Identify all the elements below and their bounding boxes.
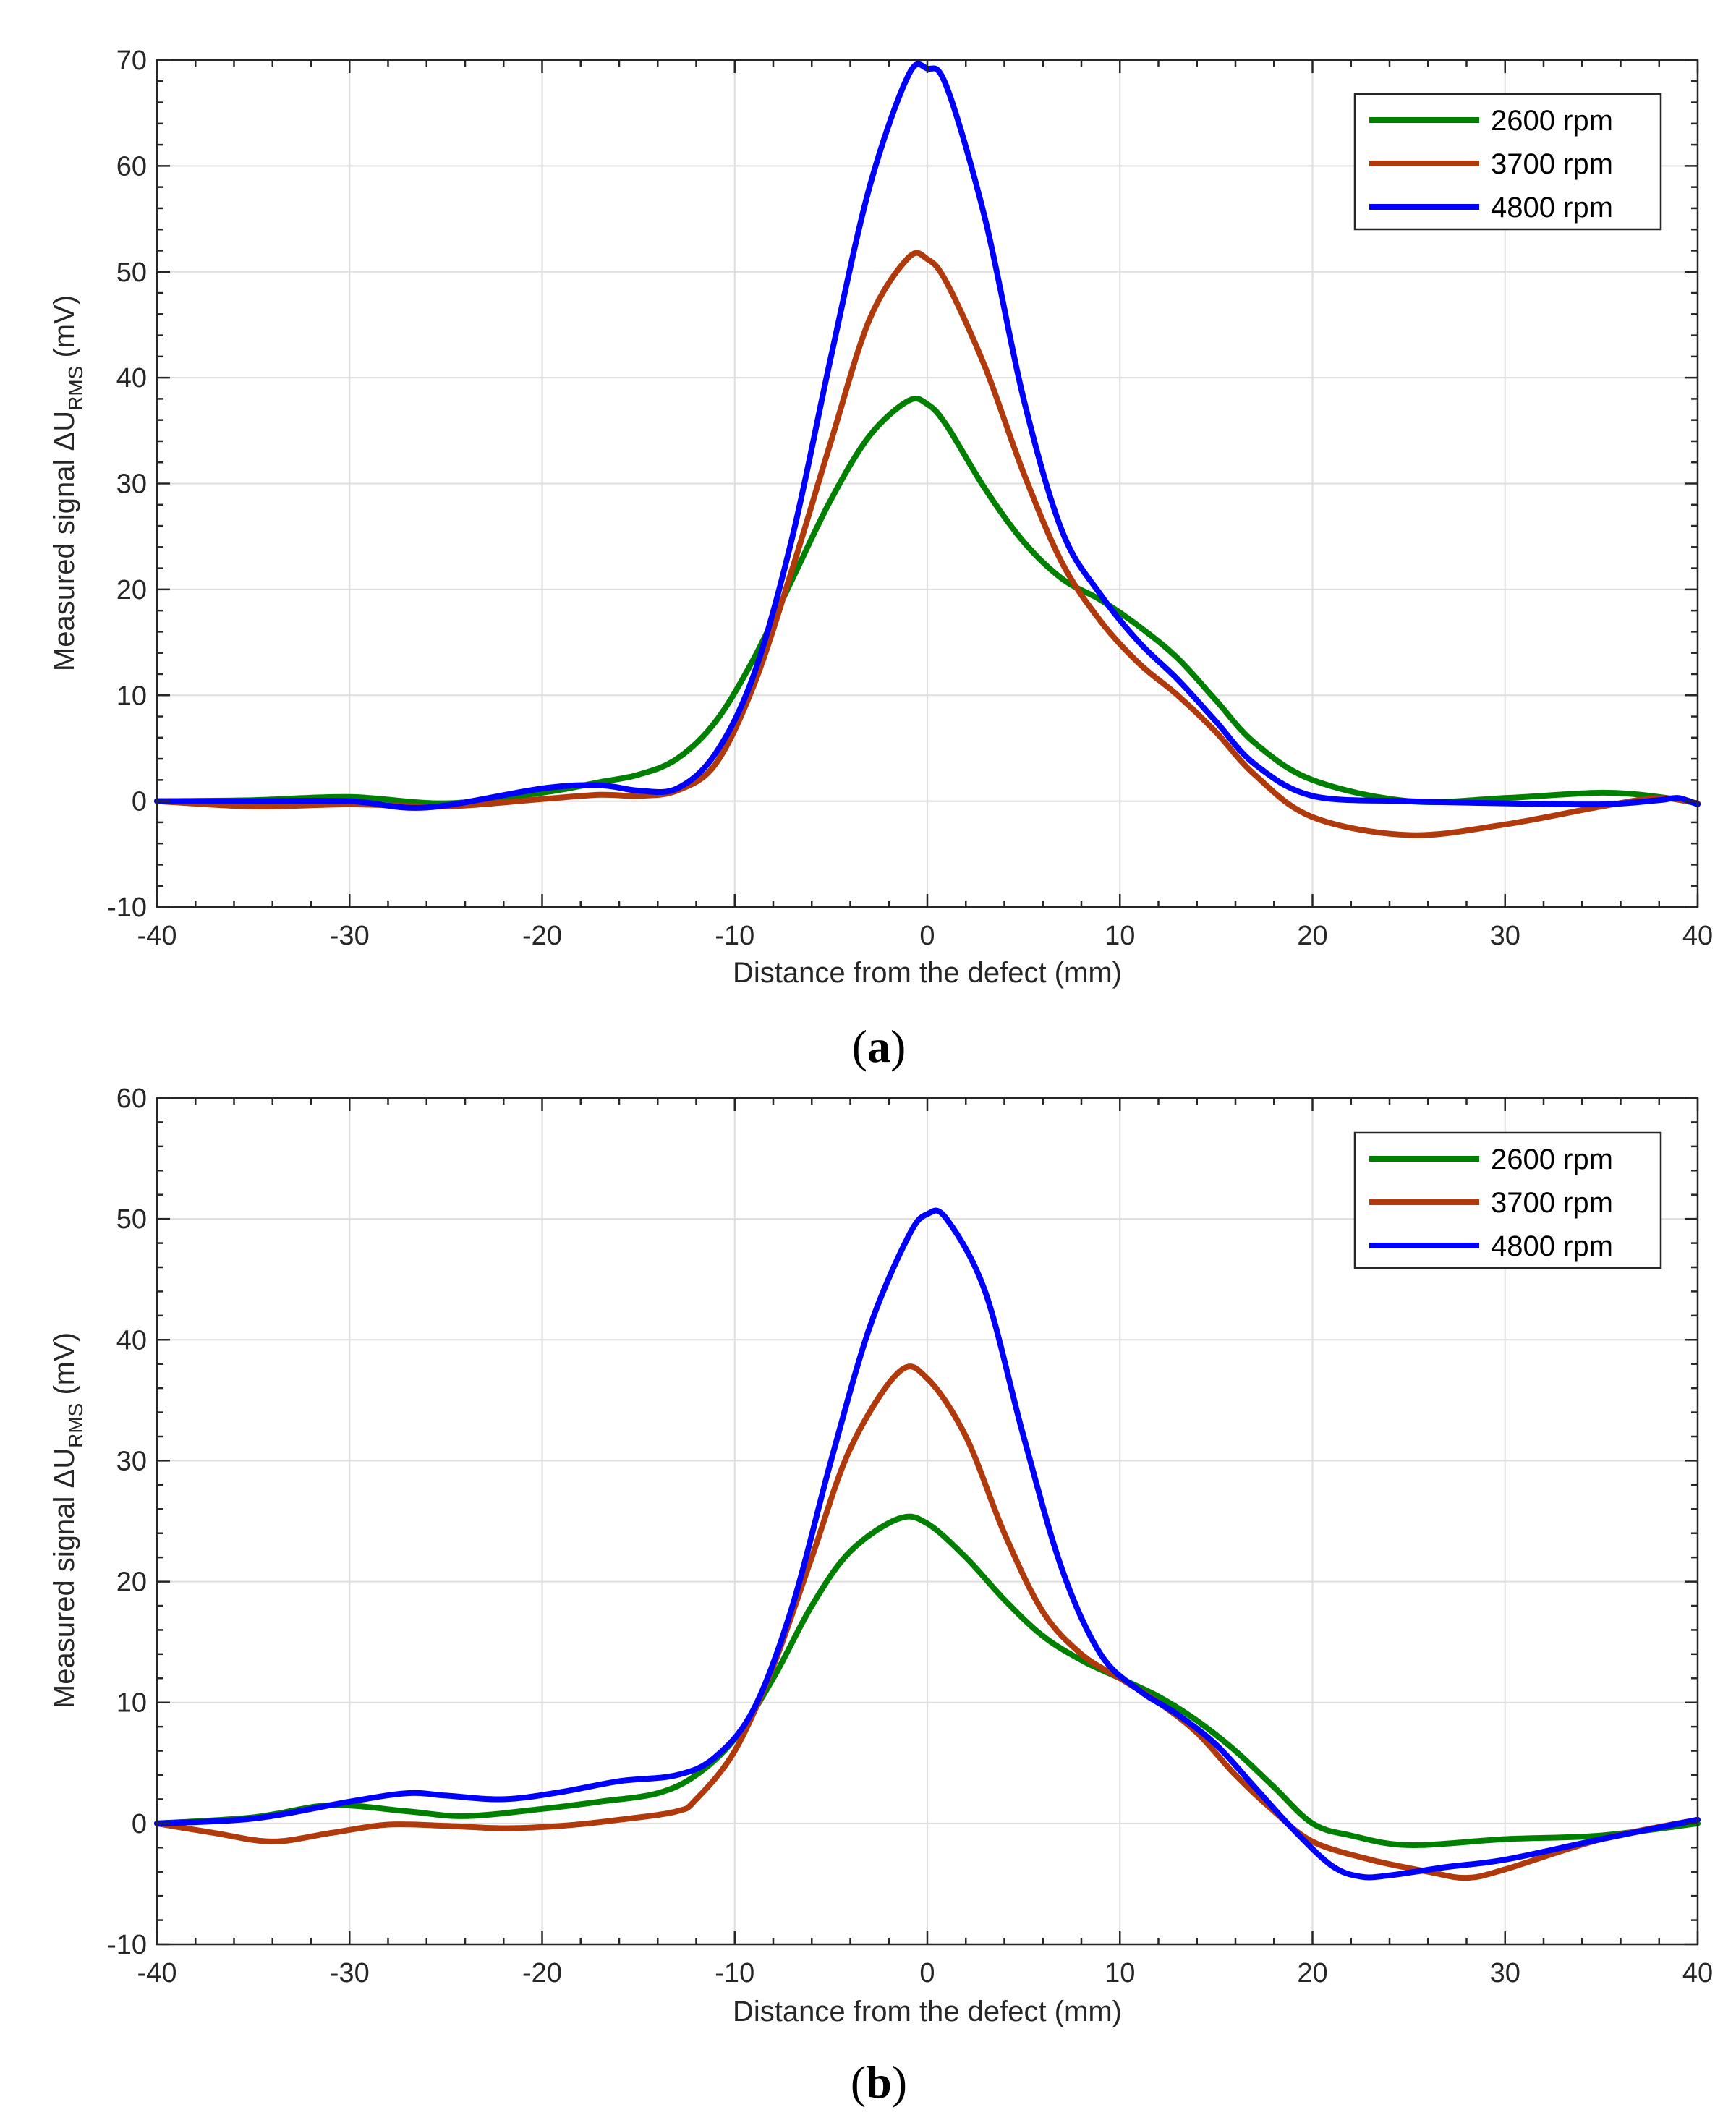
- series-line-2600-rpm-b: [154, 1513, 1701, 1848]
- x-axis-label-b: Distance from the defect (mm): [733, 1996, 1122, 2027]
- y-tick-labels-b: -10 0 10 20 30 40 50 60: [107, 1084, 147, 1960]
- x-tick-label: -30: [330, 921, 370, 951]
- y-tick-label: 20: [116, 575, 147, 605]
- series-layer-a: [154, 61, 1701, 838]
- y-tick-label: 30: [116, 469, 147, 500]
- y-tick-label: 40: [116, 363, 147, 393]
- legend-a: 2600 rpm 3700 rpm 4800 rpm: [1353, 93, 1662, 231]
- x-tick-label: 10: [1105, 1958, 1135, 1988]
- x-tick-label: 0: [919, 921, 935, 951]
- y-tick-label: 10: [116, 681, 147, 711]
- legend-label-3700-rpm-a: 3700 rpm: [1491, 148, 1613, 180]
- y-axis-label-main-a: Measured signal ΔU: [48, 411, 80, 671]
- y-tick-label: 0: [132, 787, 147, 817]
- y-tick-label: -10: [107, 1930, 147, 1960]
- legend-label-2600-rpm-b: 2600 rpm: [1491, 1144, 1613, 1175]
- series-line-3700-rpm-a: [154, 250, 1701, 838]
- x-tick-label: 40: [1682, 1958, 1713, 1988]
- legend-label-4800-rpm-a: 4800 rpm: [1491, 192, 1613, 224]
- x-tick-label: 40: [1682, 921, 1713, 951]
- ticks-a: [156, 59, 1699, 908]
- y-tick-labels-a: -10 0 10 20 30 40 50 60 70: [107, 46, 147, 923]
- y-tick-label: 60: [116, 151, 147, 182]
- y-tick-label: 10: [116, 1688, 147, 1719]
- x-tick-labels-b: -40 -30 -20 -10 0 10 20 30 40: [137, 1958, 1714, 1988]
- panel-letter-a: a: [867, 1021, 890, 1072]
- x-tick-label: -20: [522, 1958, 562, 1988]
- y-axis-label-unit-a: (mV): [48, 295, 80, 366]
- y-tick-label: 30: [116, 1446, 147, 1476]
- x-tick-label: -10: [715, 1958, 754, 1988]
- chart-panel-a: -40 -30 -20 -10 0 10 20 30 40 -10 0 10 20 30 40 50 60 70…: [48, 46, 1713, 1072]
- y-tick-label: 50: [116, 1204, 147, 1235]
- x-tick-label: -40: [137, 921, 177, 951]
- series-line-4800-rpm-a: [154, 61, 1701, 811]
- y-tick-label: 70: [116, 46, 147, 76]
- x-tick-label: 20: [1297, 921, 1327, 951]
- series-line-3700-rpm-b: [154, 1363, 1701, 1881]
- x-tick-label: 20: [1297, 1958, 1327, 1988]
- legend-label-2600-rpm-a: 2600 rpm: [1491, 105, 1613, 137]
- y-axis-label-a: Measured signal ΔURMS (mV): [48, 295, 87, 671]
- series-line-4800-rpm-b: [154, 1207, 1701, 1881]
- y-tick-label: 40: [116, 1325, 147, 1356]
- x-tick-label: 30: [1490, 1958, 1520, 1988]
- x-tick-label: -10: [715, 921, 754, 951]
- y-axis-label-sub-b: RMS: [64, 1403, 87, 1448]
- legend-b: 2600 rpm 3700 rpm 4800 rpm: [1353, 1131, 1662, 1269]
- panel-label-b: (b): [851, 2056, 907, 2108]
- y-tick-label: 60: [116, 1084, 147, 1114]
- y-axis-label-b: Measured signal ΔURMS (mV): [48, 1332, 87, 1708]
- x-tick-labels-a: -40 -30 -20 -10 0 10 20 30 40: [137, 921, 1714, 951]
- x-tick-label: 0: [919, 1958, 935, 1988]
- x-axis-label-a: Distance from the defect (mm): [733, 957, 1122, 989]
- y-axis-label-main-b: Measured signal ΔU: [48, 1448, 80, 1708]
- chart-panel-b: -40 -30 -20 -10 0 10 20 30 40 -10 0 10 20 30 40 50 60 D…: [48, 1084, 1713, 2108]
- ticks-b: [156, 1097, 1699, 1946]
- y-tick-label: 50: [116, 258, 147, 288]
- x-tick-label: -30: [330, 1958, 370, 1988]
- series-layer-b: [154, 1207, 1701, 1881]
- x-tick-label: -40: [137, 1958, 177, 1988]
- legend-label-4800-rpm-b: 4800 rpm: [1491, 1230, 1613, 1262]
- series-line-2600-rpm-a: [154, 396, 1701, 807]
- y-tick-label: -10: [107, 893, 147, 923]
- y-axis-label-sub-a: RMS: [64, 366, 87, 411]
- x-tick-label: 10: [1105, 921, 1135, 951]
- legend-label-3700-rpm-b: 3700 rpm: [1491, 1187, 1613, 1219]
- y-tick-label: 20: [116, 1567, 147, 1598]
- panel-label-a: (a): [852, 1021, 906, 1072]
- panel-letter-b: b: [866, 2056, 892, 2108]
- y-axis-label-unit-b: (mV): [48, 1332, 80, 1403]
- x-tick-label: -20: [522, 921, 562, 951]
- y-tick-label: 0: [132, 1809, 147, 1839]
- x-tick-label: 30: [1490, 921, 1520, 951]
